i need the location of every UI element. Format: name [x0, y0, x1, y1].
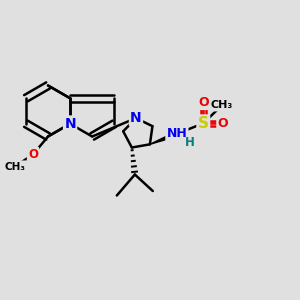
- Text: O: O: [28, 148, 38, 161]
- Text: O: O: [198, 96, 208, 109]
- Polygon shape: [150, 132, 178, 144]
- Text: N: N: [64, 117, 76, 131]
- Text: CH₃: CH₃: [211, 100, 233, 110]
- Text: S: S: [198, 116, 209, 131]
- Text: NH: NH: [167, 127, 187, 140]
- Text: CH₃: CH₃: [4, 161, 26, 172]
- Text: H: H: [184, 136, 194, 149]
- Text: O: O: [218, 117, 228, 130]
- Text: N: N: [130, 111, 142, 125]
